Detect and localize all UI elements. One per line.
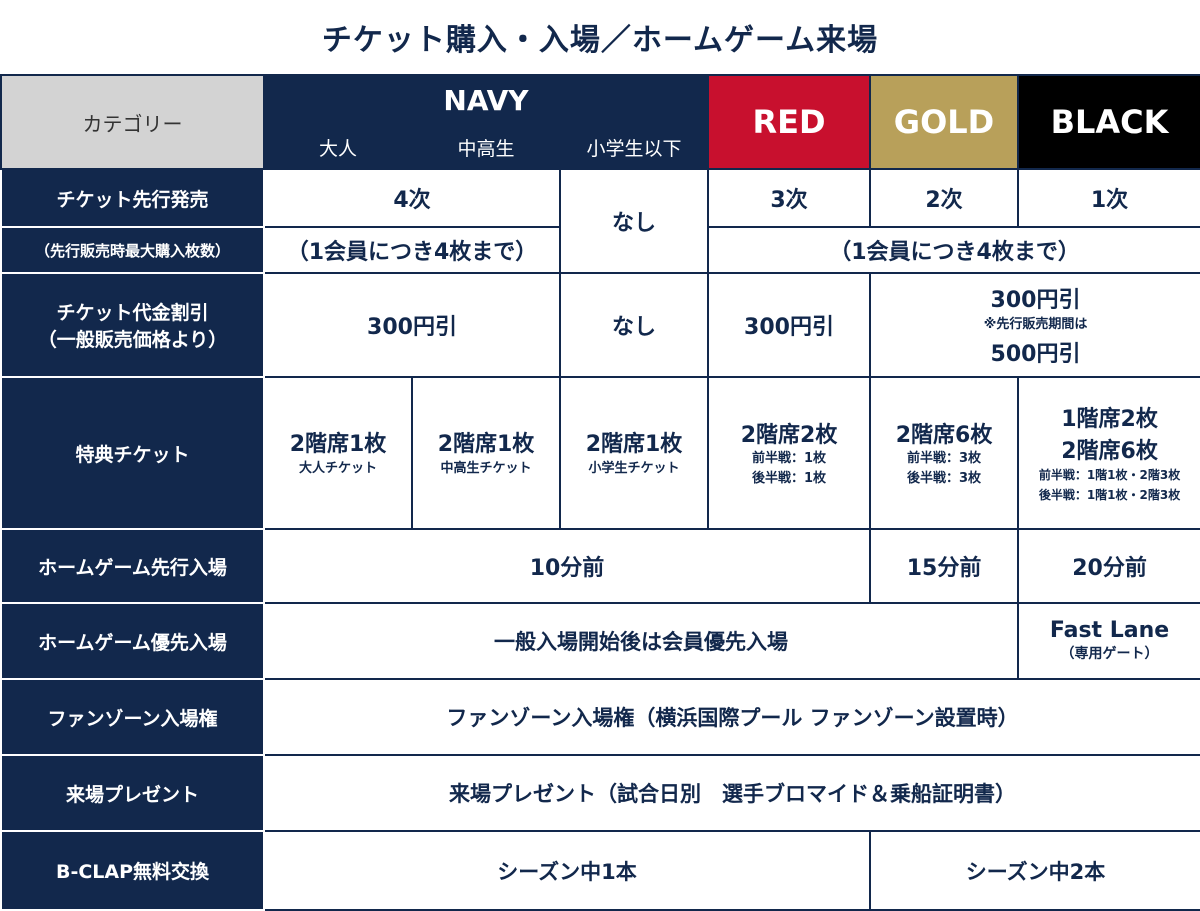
bonus-gold: 2階席6枚 前半戦：3枚 後半戦：3枚 [869,376,1020,530]
bonus-label: 特典チケット [0,376,265,530]
black-header: BLACK [1017,74,1200,170]
discount-gold-black-presale: 500円引 [990,342,1081,367]
fan-zone-all: ファンゾーン入場権（横浜国際プール ファンゾーン設置時） [262,678,1200,756]
navy-adult-header: 大人 [263,124,413,170]
navy-header: NAVY [262,74,710,126]
bonus-black-main1: 1階席2枚 [1061,407,1158,432]
priority-entry-black: Fast Lane （専用ゲート） [1017,602,1200,680]
discount-label-line2: （一般販売価格より） [37,329,228,351]
bonus-child-main: 2階席1枚 [585,432,683,457]
bonus-child-sub: 小学生チケット [588,461,680,476]
bonus-red: 2階席2枚 前半戦：1枚 後半戦：1枚 [707,376,872,530]
presale-black: 1次 [1017,168,1200,228]
bonus-red-main: 2階席2枚 [740,423,838,448]
early-entry-gold: 15分前 [869,528,1020,604]
priority-entry-black-main: Fast Lane [1049,617,1170,643]
discount-navy-child: なし [558,272,710,378]
bonus-red-sub1: 前半戦：1枚 [751,451,827,466]
presale-gold: 2次 [869,168,1020,228]
priority-entry-label: ホームゲーム優先入場 [0,602,265,680]
early-entry-navy-red: 10分前 [262,528,872,604]
bonus-gold-sub1: 前半戦：3枚 [906,451,982,466]
bonus-adult: 2階席1枚 大人チケット [263,376,413,530]
fan-zone-label: ファンゾーン入場権 [0,678,265,756]
early-entry-label: ホームゲーム先行入場 [0,528,265,604]
presale-navy-child: なし [558,168,710,274]
presale-label: チケット先行発売 [0,168,265,228]
bonus-red-sub2: 後半戦：1枚 [751,471,827,486]
priority-entry-navy-gold: 一般入場開始後は会員優先入場 [262,602,1020,680]
benefits-table: カテゴリー NAVY RED GOLD BLACK 大人 中高生 小学生以下 チ… [0,74,1200,911]
discount-gold-black-note: ※先行販売期間は [983,317,1088,332]
category-header: カテゴリー [0,74,265,170]
red-header: RED [707,74,872,170]
discount-label-line1: チケット代金割引 [56,302,209,324]
bonus-black-sub2: 後半戦：1階1枚・2階3枚 [1038,488,1181,502]
bonus-gold-sub2: 後半戦：3枚 [906,471,982,486]
discount-gold-black: 300円引 ※先行販売期間は 500円引 [869,272,1200,378]
early-entry-black: 20分前 [1017,528,1200,604]
bonus-teen-main: 2階席1枚 [437,432,535,457]
page-title: チケット購入・入場／ホームゲーム来場 [321,23,879,58]
presale-navy-limit: （1会員につき4枚まで） [263,226,561,274]
discount-label: チケット代金割引 （一般販売価格より） [0,272,265,378]
bonus-black-sub1: 前半戦：1階1枚・2階3枚 [1038,468,1181,482]
navy-teen-header: 中高生 [411,124,561,170]
bonus-black: 1階席2枚 2階席6枚 前半戦：1階1枚・2階3枚 後半戦：1階1枚・2階3枚 [1017,376,1200,530]
bclap-label: B-CLAP無料交換 [0,830,265,911]
discount-navy: 300円引 [263,272,561,378]
bonus-gold-main: 2階席6枚 [895,423,993,448]
presale-rgb-limit: （1会員につき4枚まで） [707,226,1200,274]
gold-header: GOLD [869,74,1020,170]
bonus-black-main2: 2階席6枚 [1061,439,1158,464]
bclap-gold-black: シーズン中2本 [869,830,1200,911]
bonus-child: 2階席1枚 小学生チケット [558,376,710,530]
navy-child-header: 小学生以下 [558,124,710,170]
bonus-adult-main: 2階席1枚 [289,432,387,457]
bonus-teen-sub: 中高生チケット [440,461,532,476]
bonus-teen: 2階席1枚 中高生チケット [411,376,561,530]
discount-red: 300円引 [707,272,872,378]
present-all: 来場プレゼント（試合日別 選手ブロマイド＆乗船証明書） [262,754,1200,832]
present-label: 来場プレゼント [0,754,265,832]
presale-red: 3次 [707,168,872,228]
presale-sub-label: （先行販売時最大購入枚数） [0,226,265,274]
discount-gold-black-main: 300円引 [990,288,1081,313]
bonus-adult-sub: 大人チケット [298,461,377,476]
presale-navy: 4次 [263,168,561,228]
priority-entry-black-sub: （専用ゲート） [1060,645,1159,662]
bclap-navy-red: シーズン中1本 [262,830,872,911]
